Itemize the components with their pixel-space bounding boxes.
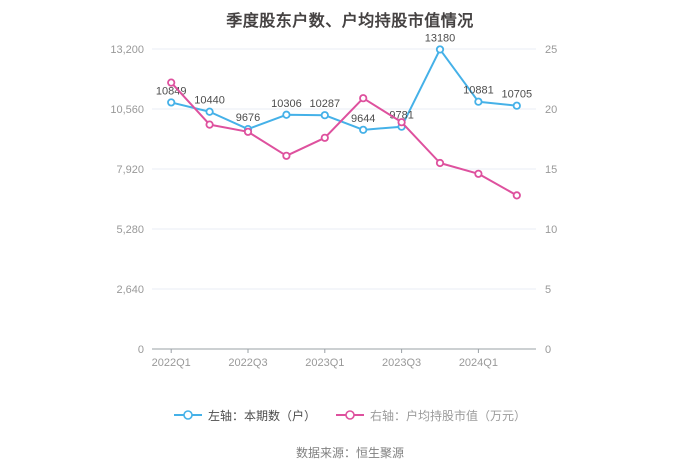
svg-text:10306: 10306 bbox=[271, 98, 302, 110]
svg-text:0: 0 bbox=[545, 344, 551, 356]
svg-text:10849: 10849 bbox=[156, 85, 187, 97]
svg-text:13180: 13180 bbox=[425, 32, 456, 44]
legend-item-shareholder-count[interactable]: 左轴：本期数（户） bbox=[173, 407, 316, 424]
svg-text:2022Q3: 2022Q3 bbox=[228, 357, 267, 369]
svg-text:10,560: 10,560 bbox=[110, 104, 144, 116]
svg-text:0: 0 bbox=[138, 344, 144, 356]
svg-text:5,280: 5,280 bbox=[116, 224, 144, 236]
blue-line-marker-icon bbox=[173, 410, 202, 420]
legend-label-left-axis: 左轴：本期数（户） bbox=[207, 408, 316, 423]
svg-text:15: 15 bbox=[545, 164, 557, 176]
svg-text:9644: 9644 bbox=[351, 113, 375, 125]
svg-text:2,640: 2,640 bbox=[116, 284, 144, 296]
svg-text:2024Q1: 2024Q1 bbox=[459, 357, 498, 369]
data-source-text: 数据来源：恒生聚源 bbox=[295, 446, 404, 460]
svg-text:9676: 9676 bbox=[236, 112, 260, 124]
svg-text:10440: 10440 bbox=[194, 95, 225, 107]
svg-text:5: 5 bbox=[545, 284, 551, 296]
chart-legend: 左轴：本期数（户） 右轴：户均持股市值（万元） bbox=[0, 404, 700, 426]
svg-text:2022Q1: 2022Q1 bbox=[152, 357, 191, 369]
svg-text:10287: 10287 bbox=[310, 98, 341, 110]
line-chart-plot-area: 0 2,640 5,280 7,920 10,560 13,200 0 5 10 15 20 25 20… bbox=[110, 32, 557, 369]
svg-text:10705: 10705 bbox=[502, 89, 533, 101]
svg-text:10881: 10881 bbox=[463, 85, 494, 97]
svg-text:7,920: 7,920 bbox=[116, 164, 144, 176]
svg-text:25: 25 bbox=[545, 44, 557, 56]
svg-text:2023Q3: 2023Q3 bbox=[382, 357, 421, 369]
svg-text:2023Q1: 2023Q1 bbox=[305, 357, 344, 369]
legend-label-right-axis: 右轴：户均持股市值（万元） bbox=[370, 408, 527, 423]
svg-text:20: 20 bbox=[545, 104, 557, 116]
svg-text:13,200: 13,200 bbox=[110, 44, 144, 56]
legend-item-avg-holding-value[interactable]: 右轴：户均持股市值（万元） bbox=[336, 407, 526, 424]
chart-title: 季度股东户数、户均持股市值情况 bbox=[226, 13, 474, 30]
pink-line-marker-icon bbox=[336, 410, 364, 420]
svg-text:10: 10 bbox=[545, 224, 557, 236]
